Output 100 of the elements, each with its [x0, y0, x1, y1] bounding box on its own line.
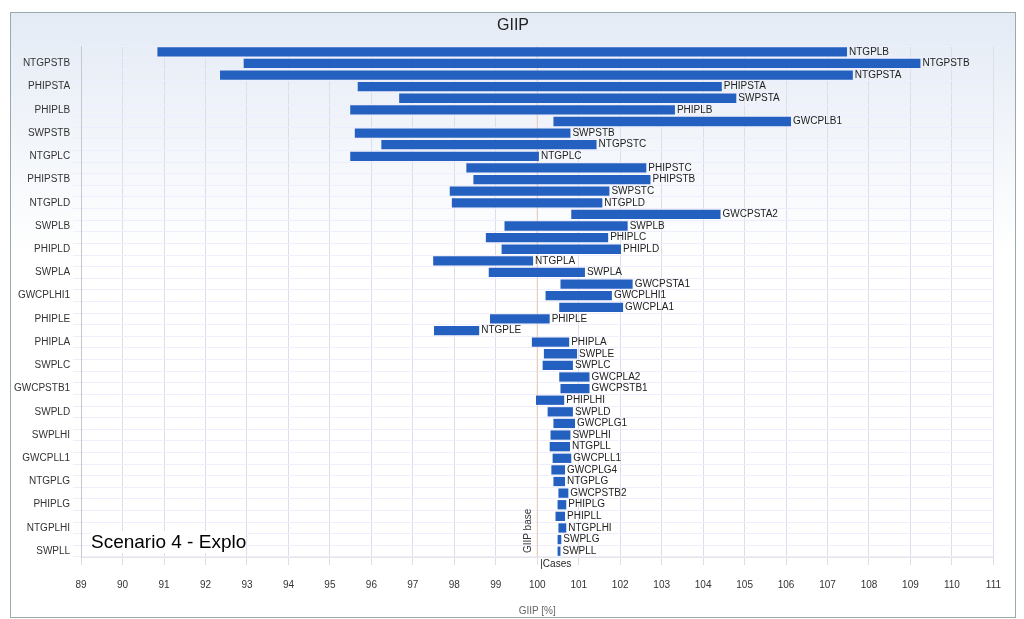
bar	[549, 442, 571, 452]
bar	[531, 337, 570, 347]
x-tick-label: 98	[448, 578, 461, 590]
y-tick-label: NTGPLB	[849, 45, 890, 57]
y-tick-label: GWCPLG4	[567, 463, 618, 475]
x-tick-label: 104	[694, 578, 712, 590]
x-tick-label: 97	[407, 578, 419, 590]
bar	[434, 325, 480, 336]
y-tick-label: SWPLC	[34, 359, 71, 371]
bar	[558, 488, 569, 498]
bar	[550, 430, 571, 440]
y-tick-label: PHIPSTB	[27, 173, 71, 185]
bar	[350, 151, 539, 161]
y-tick-label: GWCPSTB1	[13, 382, 71, 394]
bar	[553, 418, 575, 429]
bar	[354, 128, 571, 138]
y-tick-label: SWPLD	[34, 405, 71, 417]
y-tick-label: PHIPLHI	[566, 393, 606, 405]
bar	[488, 267, 585, 278]
y-tick-label: NTGPSTA	[854, 68, 902, 80]
x-tick-label: 92	[199, 578, 212, 590]
y-tick-label: SWPLG	[563, 533, 600, 545]
bar	[542, 360, 573, 371]
x-tick-label: 107	[819, 578, 837, 590]
x-tick-label: 105	[736, 578, 754, 590]
y-tick-label: PHIPLL	[567, 510, 602, 522]
category-label: PHIPLB	[676, 103, 713, 115]
bar	[473, 174, 651, 185]
y-tick-label: PHIPLG	[33, 498, 71, 510]
category-label: NTGPSTB	[922, 57, 970, 69]
chart-title: GIIP	[496, 16, 530, 34]
bar	[399, 93, 737, 103]
bar	[553, 116, 792, 127]
bar	[558, 523, 567, 533]
y-tick-label: PHIPLC	[610, 231, 647, 243]
y-tick-label: NTGPLD	[29, 196, 71, 208]
bar	[571, 209, 721, 220]
x-tick-label: 102	[611, 578, 629, 590]
text: |Cases	[540, 557, 572, 569]
bar	[220, 70, 853, 80]
x-tick-label: 90	[117, 578, 129, 590]
x-tick-label: 103	[653, 578, 671, 590]
y-tick-label: SWPSTB	[27, 126, 71, 138]
bar	[433, 256, 534, 266]
y-tick-label: NTGPLHI	[26, 521, 71, 533]
category-label: NTGPLC	[540, 150, 582, 162]
x-tick-label: 110	[943, 578, 961, 590]
y-tick-label: GWCPLG1	[576, 417, 628, 429]
y-tick-label: SWPSTC	[611, 184, 655, 196]
y-tick-label: SWPLHI	[31, 428, 71, 440]
bar	[489, 314, 550, 324]
y-tick-label: NTGPLL	[572, 440, 612, 452]
bar	[243, 58, 921, 69]
y-tick-label: GWCPLL1	[22, 452, 71, 464]
x-tick-label: 106	[777, 578, 795, 590]
ref-line-label: GIIP base	[522, 508, 534, 553]
y-tick-label: GWCPSTB2	[570, 486, 627, 498]
y-tick-label: NTGPLC	[29, 150, 71, 162]
bar	[485, 232, 609, 243]
bar	[536, 395, 565, 405]
bar	[555, 511, 566, 521]
bar	[381, 140, 597, 150]
y-tick-label: PHIPLD	[33, 242, 71, 254]
bar	[449, 186, 610, 196]
bar	[543, 349, 578, 359]
bar	[357, 82, 722, 92]
bar	[552, 453, 572, 463]
x-tick-label: 91	[158, 578, 171, 590]
bar	[350, 105, 675, 115]
bar	[545, 291, 612, 301]
y-tick-label: SWPLB	[35, 219, 71, 231]
x-tick-label: 100	[528, 578, 547, 590]
y-tick-label: GWCPLA2	[591, 370, 641, 382]
y-tick-label: PHIPLA	[34, 335, 71, 347]
x-tick-label: 101	[570, 578, 588, 590]
bar	[501, 244, 622, 254]
y-tick-label: GWCPLA1	[625, 301, 675, 313]
y-tick-label: PHIPSTA	[28, 80, 71, 92]
bar	[504, 221, 628, 231]
y-tick-label: GWCPSTA1	[634, 277, 691, 289]
bar	[553, 476, 566, 487]
y-tick-label: NTGPSTB	[22, 57, 71, 69]
x-tick-label: 89	[75, 578, 88, 590]
bar	[547, 407, 573, 417]
category-label: PHIPLE	[551, 312, 588, 324]
bar	[559, 372, 590, 382]
bar	[466, 163, 647, 173]
bar	[157, 47, 848, 57]
y-tick-label: NTGPLE	[481, 324, 522, 336]
x-tick-label: 94	[282, 578, 295, 590]
x-tick-label: 109	[902, 578, 920, 590]
category-label: PHIPSTA	[723, 80, 766, 92]
y-tick-label: PHIPLB	[34, 103, 71, 115]
x-tick-label: 93	[241, 578, 253, 590]
y-tick-label: GWCPSTA2	[722, 208, 779, 220]
bar	[559, 302, 624, 312]
x-axis-title: GIIP [%]	[518, 604, 556, 616]
y-tick-label: SWPLE	[579, 347, 615, 359]
y-tick-label: SWPSTA	[738, 92, 781, 104]
x-tick-label: 99	[490, 578, 502, 590]
